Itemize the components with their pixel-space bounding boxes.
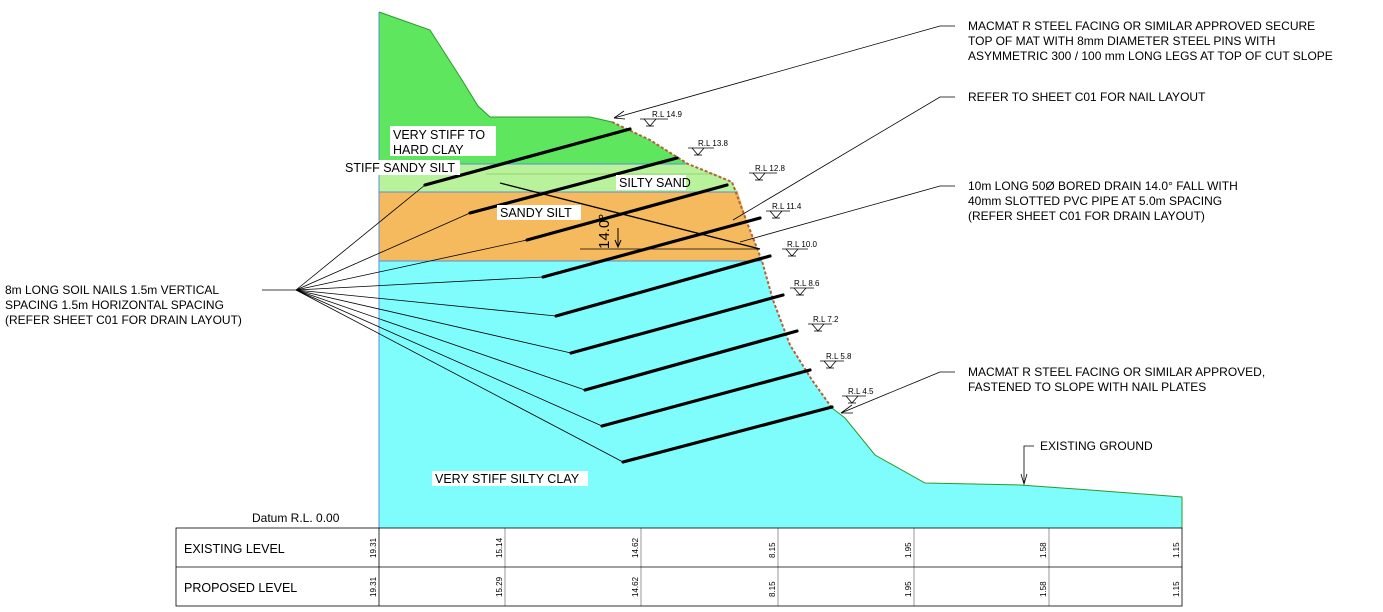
callout-macmat-top: MACMAT R STEEL FACING OR SIMILAR APPROVE… xyxy=(968,19,1315,33)
level-table: EXISTING LEVEL PROPOSED LEVEL 19.31 15.1… xyxy=(175,527,1183,607)
callout-nail-layout: REFER TO SHEET C01 FOR NAIL LAYOUT xyxy=(968,90,1206,104)
datum-label: Datum R.L. 0.00 xyxy=(252,511,340,525)
soil-nails xyxy=(423,127,834,464)
level-marker xyxy=(842,395,866,404)
table-cell: 8.15 xyxy=(768,542,777,558)
layer-fill-silty-clay xyxy=(379,261,1182,528)
level-label: R.L 7.2 xyxy=(813,315,839,324)
table-cell: 14.62 xyxy=(631,537,640,558)
level-markers xyxy=(640,118,866,404)
layer-label-silty-clay: VERY STIFF SILTY CLAY xyxy=(435,472,580,486)
table-cell: 15.29 xyxy=(495,576,504,597)
soil-nail xyxy=(525,183,729,242)
layer-label-hard-clay: HARD CLAY xyxy=(393,143,464,157)
callout-macmat-top: ASYMMETRIC 300 / 100 mm LONG LEGS AT TOP… xyxy=(968,49,1333,63)
level-marker xyxy=(766,210,790,219)
level-label: R.L 5.8 xyxy=(826,352,852,361)
callout-bored-drain: 40mm SLOTTED PVC PIPE AT 5.0m SPACING xyxy=(968,194,1222,208)
level-marker xyxy=(782,248,808,257)
leaders xyxy=(262,25,1034,486)
soil-nail xyxy=(600,368,812,428)
callout-soil-nails: (REFER SHEET C01 FOR DRAIN LAYOUT) xyxy=(5,313,242,327)
level-label: R.L 12.8 xyxy=(755,164,785,173)
table-cell: 8.15 xyxy=(768,581,777,597)
table-cell: 1.58 xyxy=(1039,581,1048,597)
table-cell: 1.95 xyxy=(904,542,913,558)
layer-label-stiff-sandy-silt: STIFF SANDY SILT xyxy=(345,161,455,175)
callout-macmat-top: TOP OF MAT WITH 8mm DIAMETER STEEL PINS … xyxy=(968,34,1275,48)
soil-nail xyxy=(569,293,785,355)
bored-drain-pipe xyxy=(499,182,761,250)
callout-bored-drain: (REFER SHEET C01 FOR DRAIN LAYOUT) xyxy=(968,209,1205,223)
soil-nail xyxy=(583,329,799,392)
soil-nail xyxy=(554,254,772,318)
callout-soil-nails: 8m LONG SOIL NAILS 1.5m VERTICAL xyxy=(5,283,219,297)
soil-labels: VERY STIFF TO HARD CLAY STIFF SANDY SILT… xyxy=(342,126,691,486)
bored-drain: 14.0° xyxy=(499,182,761,250)
level-marker xyxy=(688,147,714,156)
level-label: R.L 14.9 xyxy=(652,110,682,119)
soil-nail xyxy=(541,216,762,279)
soil-nail xyxy=(468,156,679,215)
table-cell: 1.15 xyxy=(1172,581,1181,597)
table-cell: 15.14 xyxy=(495,537,504,558)
table-cell: 1.15 xyxy=(1172,542,1181,558)
layer-label-hard-clay: VERY STIFF TO xyxy=(393,128,485,142)
layer-label-silty-sand: SILTY SAND xyxy=(619,176,691,190)
level-marker xyxy=(808,323,832,332)
callout-macmat-bottom: FASTENED TO SLOPE WITH NAIL PLATES xyxy=(968,380,1206,394)
callout-bored-drain: 10m LONG 50Ø BORED DRAIN 14.0° FALL WITH xyxy=(968,179,1238,193)
level-marker xyxy=(640,118,668,127)
level-label: R.L 13.8 xyxy=(698,139,728,148)
callout-soil-nails: SPACING 1.5m HORIZONTAL SPACING xyxy=(5,298,224,312)
level-marker xyxy=(790,287,814,296)
callouts: MACMAT R STEEL FACING OR SIMILAR APPROVE… xyxy=(5,19,1333,453)
table-cell: 19.31 xyxy=(369,576,378,597)
level-marker xyxy=(820,360,844,369)
table-row-label-existing: EXISTING LEVEL xyxy=(184,542,285,556)
table-row-label-proposed: PROPOSED LEVEL xyxy=(184,581,297,595)
drain-angle-label: 14.0° xyxy=(596,214,613,249)
callout-existing-ground: EXISTING GROUND xyxy=(1040,439,1153,453)
level-label: R.L 8.6 xyxy=(794,279,820,288)
macmat-facing xyxy=(611,121,833,409)
soil-nail xyxy=(621,405,834,464)
table-cell: 14.62 xyxy=(631,576,640,597)
table-cell: 1.95 xyxy=(904,581,913,597)
level-label: R.L 11.4 xyxy=(772,202,802,211)
soil-nail xyxy=(423,127,632,187)
level-labels: R.L 14.9 R.L 13.8 R.L 12.8 R.L 11.4 R.L … xyxy=(652,110,874,396)
level-label: R.L 10.0 xyxy=(787,240,817,249)
table-cell: 19.31 xyxy=(369,537,378,558)
level-marker xyxy=(749,172,777,181)
layer-label-sandy-silt: SANDY SILT xyxy=(500,206,572,220)
table-cell: 1.58 xyxy=(1039,542,1048,558)
callout-macmat-bottom: MACMAT R STEEL FACING OR SIMILAR APPROVE… xyxy=(968,365,1265,379)
level-label: R.L 4.5 xyxy=(848,387,874,396)
